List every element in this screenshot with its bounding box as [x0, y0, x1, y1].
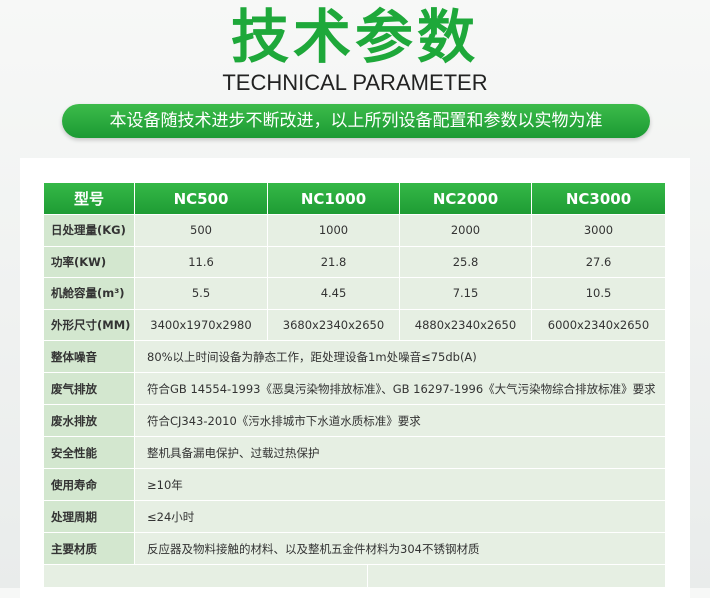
title: 技术参数: [230, 3, 479, 71]
note-cell: ≥10年: [135, 469, 666, 501]
value-cell: 2000: [400, 215, 532, 247]
header-cell: NC2000: [400, 183, 532, 215]
value-cell: 10.5: [532, 278, 666, 310]
empty-cell: [44, 565, 368, 588]
note-cell: 反应器及物料接触的材料、以及整机五金件材料为304不锈钢材质: [135, 533, 666, 565]
row-label: 安全性能: [44, 437, 135, 469]
value-cell: 4.45: [268, 278, 400, 310]
header-cell: NC500: [135, 183, 268, 215]
value-cell: 3680x2340x2650: [268, 309, 400, 341]
value-cell: 27.6: [532, 246, 666, 278]
value-cell: 7.15: [400, 278, 532, 310]
row-label: 使用寿命: [44, 469, 135, 501]
row-label: 废水排放: [44, 405, 135, 437]
row-label: 整体噪音: [44, 341, 135, 373]
value-cell: 11.6: [135, 246, 268, 278]
row-label: 主要材质: [44, 533, 135, 565]
row-label: 机舱容量(m³): [44, 278, 135, 310]
note-cell: ≤24小时: [135, 501, 666, 533]
note-cell: 符合CJ343-2010《污水排城市下水道水质标准》要求: [135, 405, 666, 437]
value-cell: 4880x2340x2650: [400, 309, 532, 341]
row-label: 日处理量(KG): [44, 215, 135, 247]
value-cell: 500: [135, 215, 268, 247]
value-cell: 3000: [532, 215, 666, 247]
banner: 本设备随技术进步不断改进，以上所列设备配置和参数以实物为准: [62, 104, 650, 138]
value-cell: 5.5: [135, 278, 268, 310]
header-cell: NC3000: [532, 183, 666, 215]
subtitle: TECHNICAL PARAMETER: [222, 70, 488, 95]
note-cell: 符合GB 14554-1993《恶臭污染物排放标准》、GB 16297-1996…: [135, 373, 666, 405]
value-cell: 6000x2340x2650: [532, 309, 666, 341]
row-label: 功率(KW): [44, 246, 135, 278]
value-cell: 21.8: [268, 246, 400, 278]
empty-cell: [368, 565, 666, 588]
value-cell: 3400x1970x2980: [135, 309, 268, 341]
row-label: 外形尺寸(MM): [44, 309, 135, 341]
header-cell: 型号: [44, 183, 135, 215]
header-cell: NC1000: [268, 183, 400, 215]
row-label: 处理周期: [44, 501, 135, 533]
value-cell: 1000: [268, 215, 400, 247]
row-label: 废气排放: [44, 373, 135, 405]
note-cell: 80%以上时间设备为静态工作，距处理设备1m处噪音≤75db(A): [135, 341, 666, 373]
note-cell: 整机具备漏电保护、过载过热保护: [135, 437, 666, 469]
value-cell: 25.8: [400, 246, 532, 278]
